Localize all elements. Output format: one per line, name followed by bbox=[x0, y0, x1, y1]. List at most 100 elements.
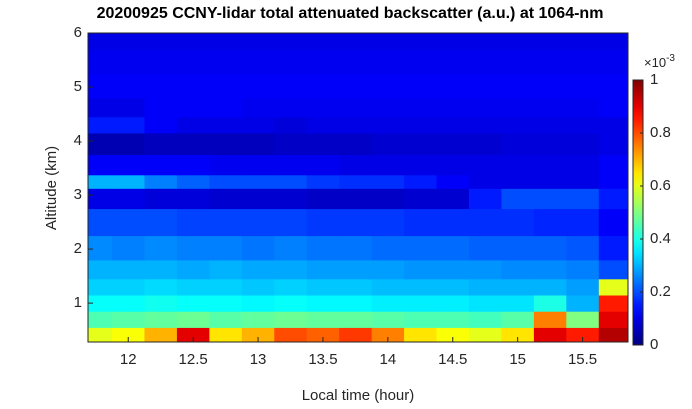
heatmap-cell bbox=[501, 33, 535, 50]
heatmap-cell bbox=[209, 97, 243, 118]
heatmap-cell bbox=[144, 132, 178, 156]
x-tick-label: 14.5 bbox=[438, 351, 467, 368]
heatmap-cell bbox=[88, 188, 113, 210]
heatmap-cell bbox=[371, 116, 405, 134]
heatmap-cell bbox=[144, 188, 178, 210]
heatmap-cell bbox=[468, 208, 502, 237]
heatmap-cell bbox=[436, 235, 470, 261]
heatmap-cell bbox=[88, 174, 113, 189]
heatmap-cell bbox=[274, 278, 308, 296]
heatmap-cell bbox=[209, 259, 243, 280]
y-tick-label: 2 bbox=[74, 240, 82, 257]
heatmap-cell bbox=[241, 97, 275, 118]
heatmap-cell bbox=[371, 327, 405, 343]
colorbar-label-exponent: -3 bbox=[666, 53, 675, 64]
heatmap-cell bbox=[144, 174, 178, 189]
heatmap-cell bbox=[501, 259, 535, 280]
heatmap-cell bbox=[306, 188, 340, 210]
heatmap-cell bbox=[371, 208, 405, 237]
heatmap-cell bbox=[112, 73, 145, 99]
heatmap-cell bbox=[306, 73, 340, 99]
heatmap-cell bbox=[112, 235, 145, 261]
heatmap-cell bbox=[501, 278, 535, 296]
heatmap-cell bbox=[176, 208, 210, 237]
heatmap-cell bbox=[241, 311, 275, 328]
heatmap-cell bbox=[533, 278, 567, 296]
heatmap-cell bbox=[404, 259, 438, 280]
heatmap-cell bbox=[404, 116, 438, 134]
colorbar-label-base: ×10 bbox=[644, 55, 666, 70]
heatmap-cell bbox=[501, 132, 535, 156]
heatmap-cell bbox=[306, 208, 340, 237]
heatmap-cell bbox=[566, 97, 600, 118]
heatmap-cell bbox=[88, 132, 113, 156]
heatmap-cell bbox=[88, 327, 113, 343]
heatmap-cell bbox=[533, 208, 567, 237]
heatmap-cell bbox=[306, 174, 340, 189]
colorbar-tick-label: 0.6 bbox=[650, 177, 671, 194]
heatmap-cell bbox=[566, 311, 600, 328]
heatmap-cell bbox=[241, 116, 275, 134]
heatmap-cell bbox=[88, 33, 113, 50]
heatmap-cell bbox=[598, 73, 629, 99]
heatmap-cell bbox=[566, 174, 600, 189]
heatmap-cell bbox=[306, 327, 340, 343]
heatmap-cell bbox=[598, 208, 629, 237]
heatmap-cell bbox=[209, 116, 243, 134]
heatmap-cell bbox=[274, 235, 308, 261]
heatmap-cell bbox=[598, 132, 629, 156]
x-tick-label: 14 bbox=[380, 351, 397, 368]
colorbar bbox=[632, 79, 644, 346]
heatmap-cell bbox=[209, 154, 243, 176]
heatmap-cell bbox=[274, 311, 308, 328]
heatmap-cell bbox=[468, 278, 502, 296]
heatmap-cell bbox=[88, 259, 113, 280]
heatmap-cell bbox=[533, 154, 567, 176]
heatmap-cell bbox=[241, 154, 275, 176]
heatmap-cell bbox=[112, 33, 145, 50]
heatmap-cell bbox=[88, 49, 113, 75]
heatmap-cell bbox=[501, 208, 535, 237]
heatmap-cell bbox=[339, 116, 373, 134]
heatmap-cell bbox=[533, 235, 567, 261]
heatmap-cell bbox=[274, 116, 308, 134]
heatmap-cell bbox=[176, 154, 210, 176]
heatmap-cell bbox=[112, 174, 145, 189]
heatmap-cell bbox=[436, 188, 470, 210]
heatmap-cell bbox=[112, 278, 145, 296]
heatmap-cell bbox=[176, 116, 210, 134]
heatmap-cell bbox=[306, 116, 340, 134]
colorbar-tick-label: 0 bbox=[650, 336, 658, 353]
heatmap-cell bbox=[501, 174, 535, 189]
heatmap-cell bbox=[209, 208, 243, 237]
heatmap-cell bbox=[598, 49, 629, 75]
heatmap-cell bbox=[144, 295, 178, 312]
heatmap-cell bbox=[274, 295, 308, 312]
heatmap-cell bbox=[436, 97, 470, 118]
heatmap-cell bbox=[274, 33, 308, 50]
heatmap-cell bbox=[176, 311, 210, 328]
heatmap-cell bbox=[306, 311, 340, 328]
heatmap-cell bbox=[176, 327, 210, 343]
heatmap-cell bbox=[339, 235, 373, 261]
heatmap-cell bbox=[436, 295, 470, 312]
heatmap-cell bbox=[176, 174, 210, 189]
heatmap-cell bbox=[468, 311, 502, 328]
heatmap-cell bbox=[144, 327, 178, 343]
heatmap-cell bbox=[598, 97, 629, 118]
heatmap-cell bbox=[176, 259, 210, 280]
heatmap-cell bbox=[501, 154, 535, 176]
y-tick-label: 5 bbox=[74, 78, 82, 95]
heatmap-cell bbox=[371, 278, 405, 296]
heatmap-cell bbox=[176, 49, 210, 75]
heatmap-cell bbox=[468, 132, 502, 156]
heatmap-cell bbox=[533, 73, 567, 99]
heatmap-cell bbox=[371, 154, 405, 176]
heatmap-cell bbox=[144, 278, 178, 296]
heatmap-cell bbox=[566, 327, 600, 343]
heatmap-cell bbox=[339, 208, 373, 237]
colorbar-label: ×10-3 bbox=[644, 53, 675, 71]
heatmap-cell bbox=[501, 188, 535, 210]
heatmap-cell bbox=[436, 49, 470, 75]
heatmap-cell bbox=[209, 49, 243, 75]
